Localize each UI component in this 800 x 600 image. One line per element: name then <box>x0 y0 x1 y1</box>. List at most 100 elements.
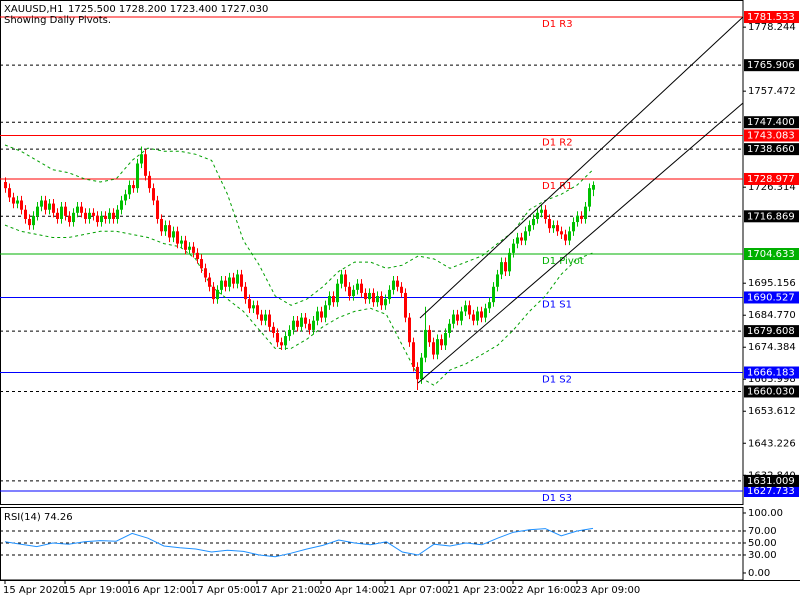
level-name: D1 R2 <box>542 138 573 149</box>
candle-body <box>472 314 475 321</box>
candle-body <box>164 225 167 232</box>
candle-body <box>300 317 303 327</box>
candle-body <box>492 286 495 303</box>
candle-body <box>72 212 75 223</box>
channel-line-lower <box>417 102 744 384</box>
candle-body <box>560 231 563 235</box>
candle-body <box>260 314 263 321</box>
y-tick-label: 1778.244 <box>748 22 796 33</box>
candle-body <box>568 231 571 241</box>
candle-body <box>208 277 211 287</box>
candle-body <box>520 237 523 241</box>
candle-body <box>360 283 363 293</box>
candle-body <box>4 181 7 189</box>
candle-body <box>40 200 43 207</box>
candle-body <box>272 326 275 334</box>
rsi-y-tick-label: 100.00 <box>748 508 783 519</box>
candle-body <box>440 339 443 346</box>
candle-body <box>144 154 147 176</box>
candle-body <box>244 286 247 300</box>
level-label-box <box>744 59 799 72</box>
candle-body <box>52 203 55 213</box>
candle-body <box>556 225 559 232</box>
level-name: D1 Pivot <box>542 256 584 267</box>
candle-body <box>324 305 327 318</box>
candle-body <box>108 212 111 219</box>
candle-body <box>60 206 63 219</box>
candle-body <box>420 357 423 380</box>
candle-body <box>584 206 587 219</box>
level-label-box <box>744 385 799 398</box>
rsi-line <box>4 527 594 558</box>
level-value-label: 1690.527 <box>747 292 795 303</box>
candle-body <box>404 292 407 318</box>
candle-body <box>488 302 491 309</box>
level-value-label: 1660.030 <box>747 386 795 397</box>
candle-body <box>308 323 311 330</box>
x-tick-label: 16 Apr 12:00 <box>127 585 192 596</box>
level-name: D1 S2 <box>542 375 572 386</box>
candle-body <box>168 225 171 238</box>
candle-body <box>444 333 447 346</box>
candle-body <box>536 212 539 219</box>
candle-body <box>84 212 87 219</box>
header-quote: 1725.500 1728.200 1723.400 1727.030 <box>68 4 268 15</box>
candle-body <box>28 218 31 226</box>
candle-body <box>16 200 19 204</box>
candle-body <box>256 305 259 315</box>
candle-body <box>348 286 351 297</box>
candle-body <box>496 274 499 287</box>
x-tick-label: 17 Apr 21:00 <box>255 585 320 596</box>
candle-body <box>296 320 299 327</box>
candle-body <box>384 299 387 306</box>
candle-body <box>424 329 427 358</box>
level-value-label: 1704.633 <box>747 249 795 260</box>
candle-body <box>304 317 307 324</box>
level-value-label: 1716.869 <box>747 211 795 222</box>
candle-body <box>64 206 67 216</box>
candle-body <box>80 206 83 213</box>
chart-title: XAUUSD,H1 <box>4 4 63 15</box>
candle-body <box>576 215 579 223</box>
level-value-label: 1738.660 <box>747 144 795 155</box>
level-name: D1 R1 <box>542 181 573 192</box>
candle-body <box>400 286 403 293</box>
candle-body <box>116 209 119 219</box>
candle-body <box>224 280 227 287</box>
y-tick-label: 1757.472 <box>748 86 796 97</box>
candle-body <box>320 311 323 318</box>
candle-body <box>516 237 519 244</box>
candle-body <box>316 311 319 321</box>
candle-body <box>368 292 371 300</box>
candle-body <box>564 234 567 241</box>
candle-body <box>388 289 391 300</box>
candle-body <box>532 218 535 226</box>
candle-body <box>332 296 335 303</box>
level-label-box <box>744 116 799 129</box>
candle-body <box>344 274 347 287</box>
x-tick-label: 20 Apr 14:00 <box>319 585 384 596</box>
candle-body <box>192 246 195 253</box>
candle-body <box>544 209 547 219</box>
candle-body <box>548 218 551 229</box>
candle-body <box>412 342 415 367</box>
candle-body <box>212 286 215 300</box>
candle-body <box>480 311 483 318</box>
level-value-label: 1679.608 <box>747 326 795 337</box>
candle-body <box>132 185 135 189</box>
level-label-box <box>744 143 799 156</box>
channel-line-upper <box>419 16 744 319</box>
y-tick-label: 1663.998 <box>748 374 796 385</box>
candle-body <box>432 342 435 355</box>
candle-body <box>176 231 179 244</box>
level-name: D1 S1 <box>542 299 572 310</box>
candle-body <box>312 320 315 330</box>
candle-body <box>592 184 595 190</box>
candle-body <box>104 215 107 219</box>
candle-body <box>124 194 127 201</box>
candle-body <box>112 212 115 219</box>
candle-body <box>8 188 11 198</box>
candle-body <box>20 200 23 210</box>
